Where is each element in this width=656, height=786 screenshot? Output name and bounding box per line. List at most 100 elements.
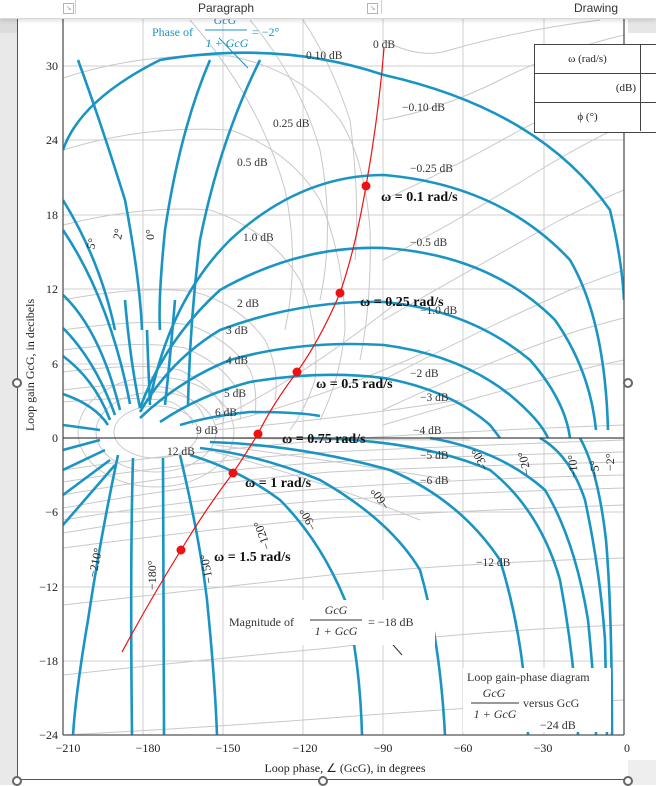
svg-text:0.10 dB: 0.10 dB	[306, 50, 343, 62]
svg-text:−12: −12	[39, 580, 58, 594]
y-axis-label: Loop gain GcG, in decibels	[23, 299, 37, 432]
ribbon-group-drawing[interactable]: Drawing	[574, 1, 619, 15]
svg-text:ω = 0.25 rad/s: ω = 0.25 rad/s	[360, 295, 444, 310]
svg-text:−0.25 dB: −0.25 dB	[410, 163, 453, 175]
svg-text:−20°: −20°	[515, 450, 534, 476]
svg-text:1 + GcG: 1 + GcG	[315, 624, 358, 638]
svg-text:−0.10 dB: −0.10 dB	[402, 102, 445, 114]
svg-text:−150: −150	[216, 741, 241, 755]
axes-frame	[62, 19, 625, 736]
svg-text:0.25 dB: 0.25 dB	[273, 118, 310, 130]
svg-text:0°: 0°	[143, 229, 157, 240]
ribbon-group-paragraph[interactable]: Paragraph	[198, 1, 255, 15]
svg-text:0 dB: 0 dB	[373, 39, 395, 51]
svg-text:−18: −18	[39, 654, 58, 668]
table-cell-phi[interactable]: ϕ (°)	[535, 103, 641, 131]
point-omega-0.5	[292, 367, 302, 377]
svg-text:−90: −90	[374, 741, 393, 755]
svg-text:ω = 0.5 rad/s: ω = 0.5 rad/s	[316, 377, 393, 392]
legend-block: Loop gain-phase diagram GcG 1 + GcG vers…	[463, 668, 611, 732]
svg-text:−24 dB: −24 dB	[540, 718, 576, 732]
svg-text:−120: −120	[293, 741, 318, 755]
svg-text:2 dB: 2 dB	[237, 298, 259, 310]
svg-text:Phase of: Phase of	[152, 25, 193, 39]
table-cell-db[interactable]: (dB)	[535, 74, 641, 102]
svg-text:5°: 5°	[83, 237, 99, 251]
omega-labels: ω = 0.1 rad/s ω = 0.25 rad/s ω = 0.5 rad…	[214, 190, 458, 565]
svg-text:4 dB: 4 dB	[226, 355, 248, 367]
svg-text:−210°: −210°	[85, 547, 105, 579]
svg-text:= −2°: = −2°	[252, 25, 280, 39]
point-omega-0.1	[361, 181, 371, 191]
phase-contours	[63, 51, 624, 735]
resize-handle-left[interactable]	[12, 378, 22, 388]
ribbon-bar: ↘ Paragraph ↘ Drawing	[0, 0, 656, 19]
svg-text:Loop gain-phase diagram: Loop gain-phase diagram	[467, 670, 590, 684]
svg-text:−6: −6	[45, 505, 58, 519]
svg-text:−10°: −10°	[565, 454, 581, 479]
svg-text:−6 dB: −6 dB	[420, 475, 449, 487]
svg-text:= −18 dB: = −18 dB	[368, 615, 414, 629]
svg-text:ω = 1 rad/s: ω = 1 rad/s	[245, 476, 312, 491]
ribbon-separator	[75, 0, 76, 14]
dialog-launcher-icon[interactable]: ↘	[63, 3, 74, 14]
svg-text:24: 24	[46, 133, 58, 147]
svg-text:3 dB: 3 dB	[226, 325, 248, 337]
svg-text:6 dB: 6 dB	[215, 407, 237, 419]
svg-text:−210: −210	[56, 741, 81, 755]
svg-text:−2°: −2°	[603, 453, 617, 471]
svg-text:1 + GcG: 1 + GcG	[206, 36, 249, 50]
svg-text:−180°: −180°	[145, 560, 159, 590]
paragraph-dialog-launcher-icon[interactable]: ↘	[367, 3, 378, 14]
svg-text:−5°: −5°	[587, 460, 602, 478]
svg-text:6: 6	[52, 357, 58, 371]
svg-text:ω = 0.1 rad/s: ω = 0.1 rad/s	[381, 190, 458, 205]
svg-text:−5 dB: −5 dB	[420, 450, 449, 462]
svg-text:−4 dB: −4 dB	[413, 425, 442, 437]
svg-text:5 dB: 5 dB	[224, 388, 246, 400]
svg-text:ω = 1.5 rad/s: ω = 1.5 rad/s	[214, 550, 291, 565]
svg-text:−3 dB: −3 dB	[420, 392, 449, 404]
x-axis-label: Loop phase, ∠ (GcG), in degrees	[264, 761, 425, 775]
svg-text:−150°: −150°	[197, 553, 216, 585]
ribbon-separator	[381, 0, 382, 14]
svg-text:−30: −30	[534, 741, 553, 755]
y-tick-labels: 30 24 18 12 6 0 −6 −12 −18 −24	[39, 59, 58, 742]
document-margin-top	[0, 19, 17, 33]
point-omega-0.75	[253, 429, 263, 439]
frequency-points	[176, 181, 371, 555]
svg-text:0.5 dB: 0.5 dB	[237, 157, 268, 169]
svg-text:0: 0	[52, 431, 58, 445]
svg-text:−24: −24	[39, 728, 58, 742]
svg-text:−1.0 dB: −1.0 dB	[420, 305, 457, 317]
svg-text:2°: 2°	[110, 227, 126, 240]
svg-text:1.0 dB: 1.0 dB	[243, 232, 274, 244]
point-omega-0.25	[335, 288, 345, 298]
magnitude-annotation: Magnitude of GcG 1 + GcG = −18 dB	[225, 600, 435, 645]
svg-text:12 dB: 12 dB	[167, 446, 195, 458]
svg-text:−0.5 dB: −0.5 dB	[410, 237, 447, 249]
document-margin-right	[628, 19, 656, 33]
svg-text:−60: −60	[454, 741, 473, 755]
svg-text:GcG: GcG	[483, 686, 506, 700]
svg-text:30: 30	[46, 59, 58, 73]
table-cell-omega[interactable]: ω (rad/s)	[535, 45, 641, 73]
point-omega-1	[228, 468, 238, 478]
svg-text:1 + GcG: 1 + GcG	[474, 707, 517, 721]
magnitude-labels: 0 dB 0.10 dB 0.25 dB 0.5 dB 1.0 dB 2 dB …	[167, 39, 511, 569]
page-edge	[17, 19, 18, 779]
svg-text:−2 dB: −2 dB	[410, 368, 439, 380]
document-margin	[0, 19, 17, 785]
svg-text:0: 0	[624, 741, 630, 755]
svg-text:18: 18	[46, 208, 58, 222]
svg-text:GcG: GcG	[325, 603, 348, 617]
svg-text:−30°: −30°	[468, 446, 492, 474]
svg-text:Magnitude of: Magnitude of	[229, 615, 294, 629]
svg-text:−180: −180	[136, 741, 161, 755]
svg-text:9 dB: 9 dB	[196, 425, 218, 437]
svg-text:−12 dB: −12 dB	[476, 557, 511, 569]
x-tick-labels: −210 −180 −150 −120 −90 −60 −30 0	[56, 741, 630, 755]
svg-text:ω = 0.75 rad/s: ω = 0.75 rad/s	[282, 432, 366, 447]
resize-handle-right[interactable]	[623, 378, 633, 388]
svg-text:versus GcG: versus GcG	[523, 696, 580, 710]
